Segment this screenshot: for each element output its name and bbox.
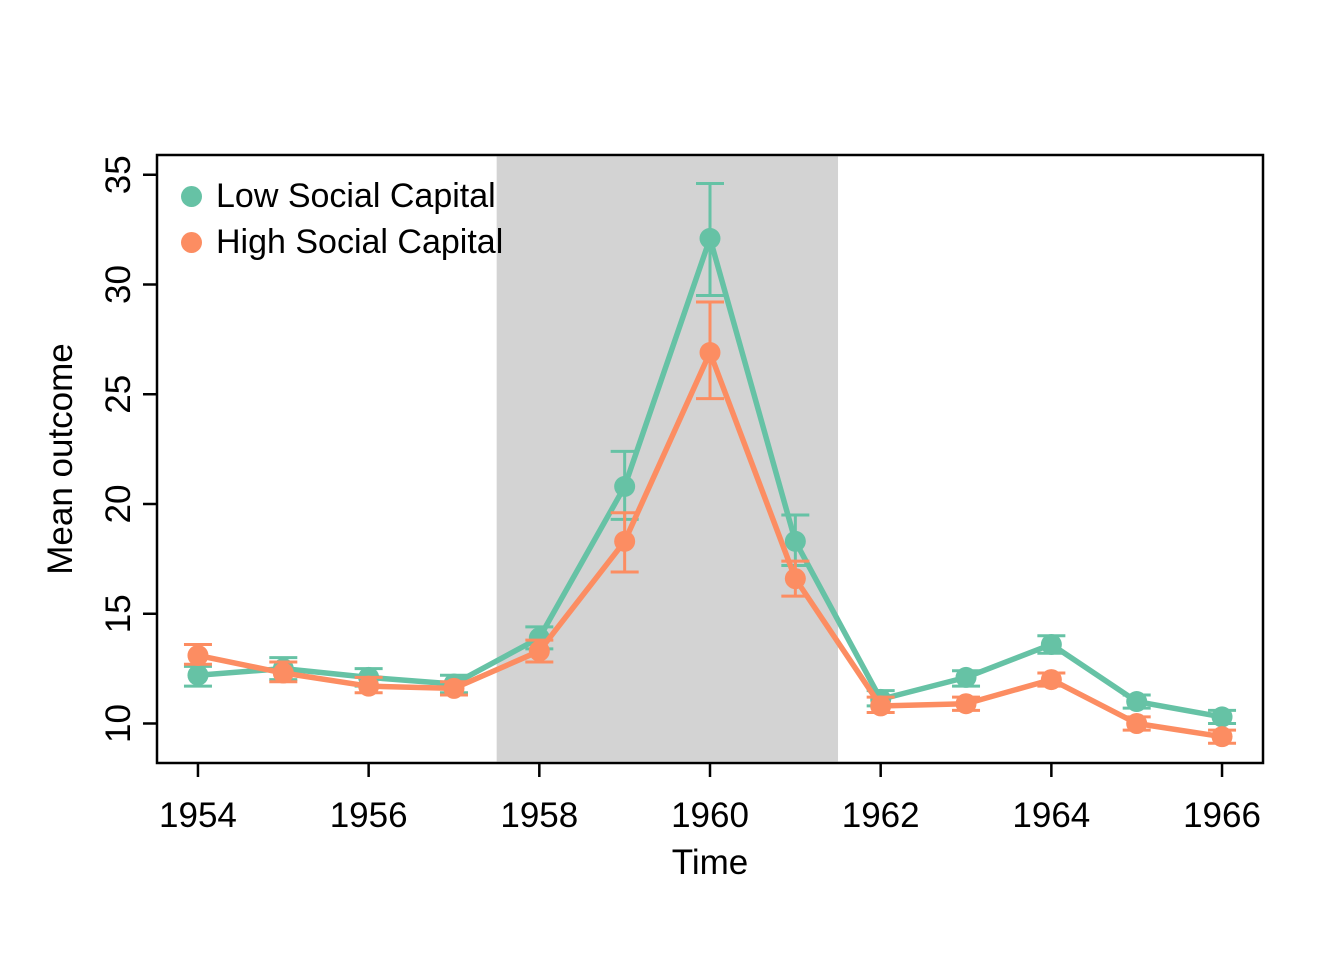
x-tick-label: 1960 bbox=[671, 796, 749, 835]
x-axis-title: Time bbox=[672, 843, 748, 882]
data-point bbox=[1040, 633, 1062, 655]
data-point bbox=[1126, 691, 1148, 713]
legend-label-low: Low Social Capital bbox=[216, 177, 496, 215]
data-point bbox=[955, 693, 977, 715]
legend-marker-low-icon bbox=[181, 185, 202, 207]
data-point bbox=[784, 530, 806, 552]
y-tick-label: 15 bbox=[99, 594, 138, 633]
treatment-period-band bbox=[496, 156, 839, 762]
series-high bbox=[183, 300, 1237, 748]
data-point bbox=[955, 666, 977, 688]
data-point bbox=[1211, 706, 1233, 728]
data-point bbox=[614, 475, 636, 497]
data-point bbox=[187, 664, 209, 686]
data-point bbox=[1211, 726, 1233, 748]
x-tick-label: 1954 bbox=[159, 796, 237, 835]
data-point bbox=[1040, 669, 1062, 691]
legend-label-high: High Social Capital bbox=[216, 223, 504, 261]
data-point bbox=[272, 662, 294, 684]
y-tick-label: 10 bbox=[99, 704, 138, 743]
x-tick-label: 1962 bbox=[842, 796, 920, 835]
y-tick-label: 35 bbox=[99, 155, 138, 194]
y-tick-label: 30 bbox=[99, 265, 138, 304]
y-tick-label: 25 bbox=[99, 375, 138, 414]
data-point bbox=[614, 530, 636, 552]
legend-entry-low: Low Social Capital bbox=[181, 177, 503, 215]
legend-entry-high: High Social Capital bbox=[181, 223, 503, 261]
x-tick-label: 1956 bbox=[330, 796, 408, 835]
data-point bbox=[528, 640, 550, 662]
x-tick-label: 1958 bbox=[500, 796, 578, 835]
data-point bbox=[1126, 712, 1148, 734]
data-point bbox=[187, 644, 209, 666]
y-tick-label: 20 bbox=[99, 485, 138, 524]
data-point bbox=[358, 675, 380, 697]
data-point bbox=[784, 568, 806, 590]
x-tick-label: 1964 bbox=[1012, 796, 1090, 835]
data-point bbox=[870, 695, 892, 717]
data-point bbox=[443, 677, 465, 699]
data-point bbox=[699, 342, 721, 364]
y-axis-title: Mean outcome bbox=[41, 343, 80, 575]
x-tick-label: 1966 bbox=[1183, 796, 1261, 835]
legend-marker-high-icon bbox=[181, 231, 202, 253]
legend: Low Social Capital High Social Capital bbox=[181, 177, 503, 261]
data-point bbox=[699, 227, 721, 249]
